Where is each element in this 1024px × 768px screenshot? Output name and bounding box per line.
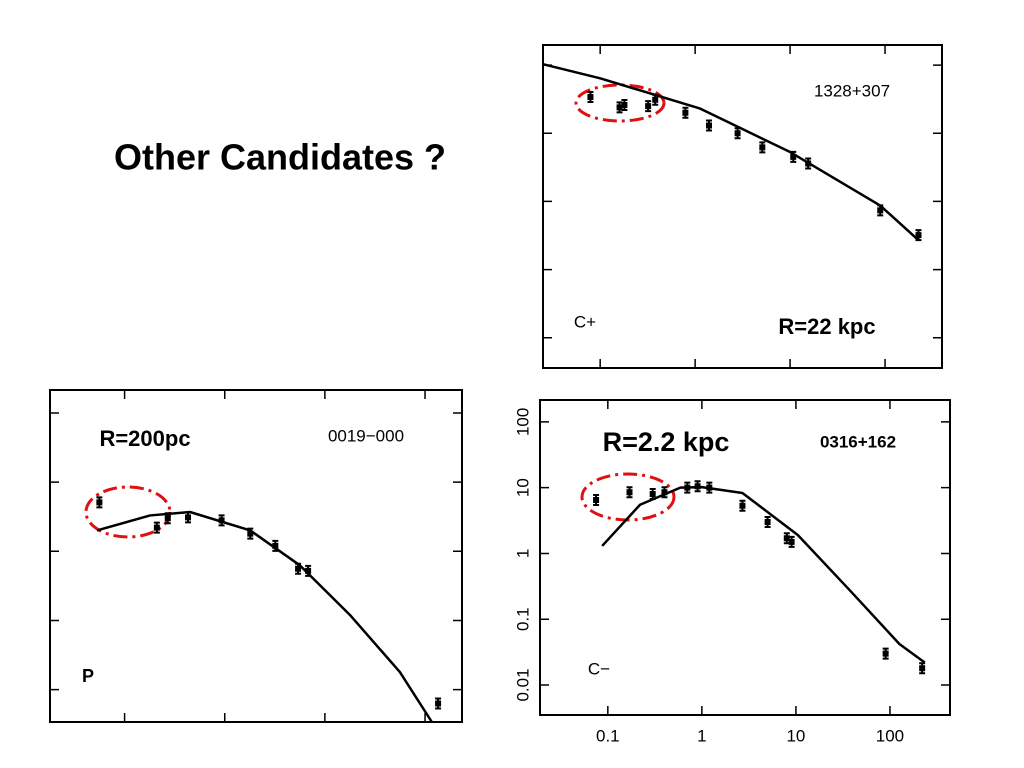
- highlight-ellipse: [580, 472, 676, 522]
- plot-frame: [542, 44, 943, 369]
- annotation: C+: [574, 312, 596, 331]
- model-curve: [96, 510, 433, 723]
- data-point: [185, 511, 192, 524]
- y-tick-label: 0.01: [513, 668, 532, 701]
- data-point: [764, 516, 771, 529]
- data-point: [621, 98, 628, 111]
- annotation: R=22 kpc: [778, 314, 875, 339]
- data-point: [96, 496, 103, 509]
- y-tick-label: 10: [513, 478, 532, 497]
- data-point: [587, 91, 594, 104]
- x-tick-label: 100: [876, 726, 904, 745]
- plot-frame: [49, 389, 463, 723]
- data-point: [649, 488, 656, 501]
- data-point: [759, 141, 766, 154]
- data-point: [272, 539, 279, 552]
- data-point: [915, 229, 922, 242]
- x-tick-label: 0.1: [596, 726, 620, 745]
- data-point: [626, 486, 633, 499]
- data-point: [882, 647, 889, 660]
- annotation: R=2.2 kpc: [603, 427, 730, 457]
- data-point: [783, 532, 790, 545]
- x-tick-label: 1: [697, 726, 706, 745]
- y-tick-label: 100: [513, 408, 532, 436]
- annotation: P: [82, 666, 94, 686]
- data-point: [153, 521, 160, 534]
- data-point: [790, 150, 797, 163]
- data-point: [616, 101, 623, 114]
- data-point: [435, 697, 442, 710]
- slide-title: Other Candidates ?: [114, 137, 446, 178]
- data-point: [788, 535, 795, 548]
- model-curve: [601, 485, 926, 664]
- data-point: [919, 662, 926, 675]
- model-curve: [542, 62, 920, 242]
- data-point: [734, 127, 741, 140]
- plot-frame: [539, 399, 951, 716]
- data-point: [682, 106, 689, 119]
- data-point: [247, 527, 254, 540]
- y-tick-label: 1: [513, 549, 532, 558]
- annotation: 1328+307: [814, 81, 890, 100]
- data-point: [593, 493, 600, 506]
- y-tick-label: 0.1: [513, 607, 532, 631]
- x-tick-label: 10: [786, 726, 805, 745]
- data-point: [661, 486, 668, 499]
- highlight-ellipse: [84, 485, 172, 539]
- annotation: 0019−000: [328, 426, 404, 445]
- annotation: C−: [588, 659, 610, 678]
- data-point: [739, 499, 746, 512]
- annotation: R=200pc: [99, 426, 190, 451]
- highlight-ellipse: [574, 83, 666, 123]
- data-point: [645, 100, 652, 113]
- data-point: [305, 564, 312, 577]
- data-point: [706, 119, 713, 132]
- annotation: 0316+162: [820, 432, 896, 451]
